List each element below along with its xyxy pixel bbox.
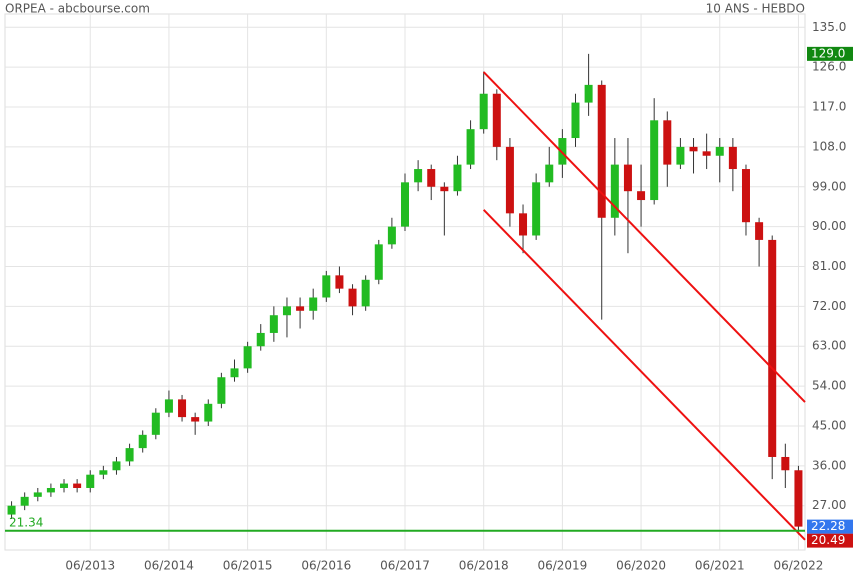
x-tick-label: 06/2013 bbox=[65, 559, 115, 573]
candle-body bbox=[401, 182, 409, 227]
candle-body bbox=[33, 492, 42, 497]
candle-body bbox=[230, 368, 239, 378]
y-tick-label: 54.00 bbox=[812, 379, 846, 393]
candle-body bbox=[348, 288, 357, 307]
x-tick-label: 06/2022 bbox=[774, 559, 824, 573]
max-price-box bbox=[807, 46, 853, 61]
candle-body bbox=[112, 461, 121, 471]
candle-body bbox=[558, 138, 567, 165]
candle-body bbox=[781, 456, 790, 471]
candle-body bbox=[309, 297, 318, 311]
candle-body bbox=[60, 483, 69, 488]
candle-body bbox=[256, 332, 265, 347]
candle-body bbox=[768, 239, 777, 457]
candle-body bbox=[73, 483, 82, 488]
candle-body bbox=[99, 470, 108, 475]
candle-body bbox=[623, 164, 632, 192]
candle-body bbox=[204, 403, 213, 422]
x-tick-label: 06/2014 bbox=[144, 559, 194, 573]
candle-body bbox=[466, 129, 475, 165]
candle-body bbox=[269, 315, 278, 333]
candle-body bbox=[335, 275, 344, 289]
chart-title: ORPEA - abcbourse.com bbox=[5, 2, 150, 16]
candle-body bbox=[610, 164, 619, 218]
candle-body bbox=[164, 399, 173, 413]
y-tick-label: 99.00 bbox=[812, 179, 846, 193]
y-tick-label: 81.00 bbox=[812, 259, 846, 273]
trendline bbox=[482, 209, 806, 541]
x-tick-label: 06/2015 bbox=[223, 559, 273, 573]
candle-body bbox=[151, 412, 160, 435]
candle-body bbox=[414, 169, 423, 183]
y-tick-label: 90.00 bbox=[812, 219, 846, 233]
min-price-box bbox=[807, 533, 853, 548]
y-tick-label: 63.00 bbox=[812, 339, 846, 353]
candle-body bbox=[519, 213, 528, 236]
y-tick-label: 27.00 bbox=[812, 498, 846, 512]
x-tick-label: 06/2017 bbox=[380, 559, 430, 573]
last-price-box bbox=[807, 519, 853, 534]
candle-body bbox=[138, 434, 147, 449]
y-tick-label: 108.0 bbox=[812, 139, 846, 153]
min-price-label: 20.49 bbox=[811, 533, 845, 547]
y-tick-label: 126.0 bbox=[812, 60, 846, 74]
candle-body bbox=[728, 146, 737, 170]
candle-body bbox=[479, 93, 488, 130]
chart-subtitle: 10 ANS - HEBDO bbox=[706, 2, 805, 16]
candle-body bbox=[545, 164, 554, 183]
candle-body bbox=[46, 487, 55, 493]
candle-body bbox=[532, 182, 541, 236]
candle-body bbox=[453, 164, 462, 192]
trendline bbox=[482, 71, 806, 403]
candle-body bbox=[282, 306, 291, 316]
candle-body bbox=[217, 377, 226, 404]
candle-body bbox=[584, 84, 593, 103]
candle-body bbox=[571, 102, 580, 139]
last-price-label: 22.28 bbox=[811, 519, 845, 533]
candle-body bbox=[361, 279, 370, 307]
candle-body bbox=[689, 146, 698, 152]
candle-body bbox=[296, 306, 305, 311]
candle-body bbox=[755, 222, 764, 240]
y-tick-label: 135.0 bbox=[812, 20, 846, 34]
x-tick-label: 06/2020 bbox=[616, 559, 666, 573]
y-tick-label: 45.00 bbox=[812, 418, 846, 432]
candle-body bbox=[702, 151, 711, 156]
candle-body bbox=[676, 146, 685, 165]
candle-body bbox=[191, 417, 200, 422]
candle-body bbox=[178, 399, 187, 418]
x-tick-label: 06/2019 bbox=[537, 559, 587, 573]
candle-body bbox=[597, 84, 606, 218]
candle-body bbox=[374, 244, 383, 280]
candle-body bbox=[86, 474, 95, 488]
candle-body bbox=[387, 226, 396, 245]
candle-body bbox=[637, 191, 646, 201]
candle-body bbox=[7, 505, 16, 515]
candle-body bbox=[715, 146, 724, 156]
candle-body bbox=[794, 470, 803, 527]
candle-body bbox=[492, 93, 501, 147]
support-label: 21.34 bbox=[9, 515, 43, 529]
x-tick-label: 06/2016 bbox=[301, 559, 351, 573]
candle-body bbox=[741, 169, 750, 223]
x-tick-label: 06/2018 bbox=[459, 559, 509, 573]
candle-body bbox=[243, 346, 252, 369]
candle-body bbox=[440, 186, 449, 192]
candle-body bbox=[125, 448, 134, 462]
x-tick-label: 06/2021 bbox=[695, 559, 745, 573]
candle-body bbox=[20, 496, 29, 506]
candle-body bbox=[427, 169, 436, 187]
candle-body bbox=[650, 120, 659, 201]
max-price-label: 129.0 bbox=[811, 46, 845, 60]
y-tick-label: 36.00 bbox=[812, 458, 846, 472]
candle-body bbox=[322, 275, 331, 298]
y-tick-label: 72.00 bbox=[812, 299, 846, 313]
candle-body bbox=[663, 120, 672, 165]
candle-body bbox=[505, 146, 514, 214]
y-tick-label: 117.0 bbox=[812, 100, 846, 114]
